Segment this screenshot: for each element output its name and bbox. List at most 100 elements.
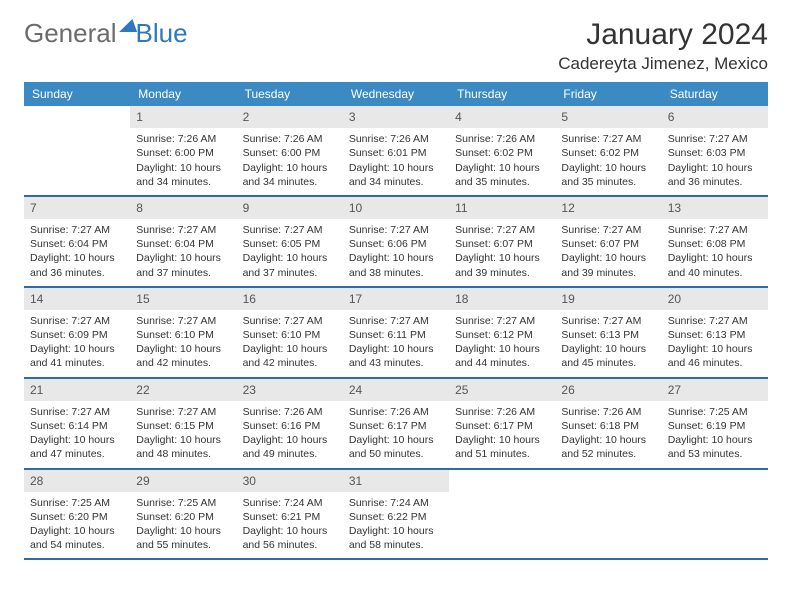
day-cell: 16Sunrise: 7:27 AMSunset: 6:10 PMDayligh… — [237, 288, 343, 377]
day-info-line: Sunset: 6:08 PM — [668, 237, 762, 251]
day-info-line: Sunset: 6:05 PM — [243, 237, 337, 251]
day-info-line: Daylight: 10 hours — [455, 342, 549, 356]
day-number: 28 — [24, 470, 130, 492]
day-info-line: Daylight: 10 hours — [561, 342, 655, 356]
day-number: 18 — [449, 288, 555, 310]
day-info-line: Sunset: 6:04 PM — [30, 237, 124, 251]
day-info-line: Daylight: 10 hours — [561, 161, 655, 175]
day-cell: 3Sunrise: 7:26 AMSunset: 6:01 PMDaylight… — [343, 106, 449, 195]
day-info-line: Daylight: 10 hours — [30, 524, 124, 538]
week-row: 28Sunrise: 7:25 AMSunset: 6:20 PMDayligh… — [24, 470, 768, 561]
day-number: 23 — [237, 379, 343, 401]
day-number: 30 — [237, 470, 343, 492]
day-number: 29 — [130, 470, 236, 492]
day-info-line: and 34 minutes. — [136, 175, 230, 189]
day-cell: 20Sunrise: 7:27 AMSunset: 6:13 PMDayligh… — [662, 288, 768, 377]
day-info-line: Daylight: 10 hours — [668, 251, 762, 265]
day-header-wednesday: Wednesday — [343, 82, 449, 106]
day-cell: 15Sunrise: 7:27 AMSunset: 6:10 PMDayligh… — [130, 288, 236, 377]
day-info-line: Daylight: 10 hours — [136, 161, 230, 175]
day-cell — [555, 470, 661, 559]
day-info-line: Sunset: 6:10 PM — [136, 328, 230, 342]
day-info-line: Daylight: 10 hours — [349, 433, 443, 447]
day-info-line: Sunset: 6:20 PM — [136, 510, 230, 524]
day-info-line: and 37 minutes. — [136, 266, 230, 280]
day-info-line: Sunrise: 7:25 AM — [30, 496, 124, 510]
day-info-line: and 35 minutes. — [455, 175, 549, 189]
day-number: 21 — [24, 379, 130, 401]
day-info-line: Sunset: 6:15 PM — [136, 419, 230, 433]
day-cell: 2Sunrise: 7:26 AMSunset: 6:00 PMDaylight… — [237, 106, 343, 195]
day-info-line: and 34 minutes. — [349, 175, 443, 189]
day-info-line: Daylight: 10 hours — [136, 433, 230, 447]
day-info-line: Sunset: 6:13 PM — [668, 328, 762, 342]
day-info-line: Sunset: 6:16 PM — [243, 419, 337, 433]
calendar: Sunday Monday Tuesday Wednesday Thursday… — [24, 82, 768, 560]
day-info-line: Daylight: 10 hours — [243, 251, 337, 265]
day-number: 16 — [237, 288, 343, 310]
day-cell: 17Sunrise: 7:27 AMSunset: 6:11 PMDayligh… — [343, 288, 449, 377]
day-info-line: Sunrise: 7:27 AM — [136, 314, 230, 328]
day-info-line: Sunrise: 7:26 AM — [136, 132, 230, 146]
day-info-line: Sunrise: 7:27 AM — [30, 405, 124, 419]
day-info-line: Sunset: 6:11 PM — [349, 328, 443, 342]
day-cell: 31Sunrise: 7:24 AMSunset: 6:22 PMDayligh… — [343, 470, 449, 559]
day-info-line: Daylight: 10 hours — [668, 342, 762, 356]
day-info-line: Sunset: 6:06 PM — [349, 237, 443, 251]
day-cell: 26Sunrise: 7:26 AMSunset: 6:18 PMDayligh… — [555, 379, 661, 468]
day-info-line: Daylight: 10 hours — [30, 433, 124, 447]
day-cell: 11Sunrise: 7:27 AMSunset: 6:07 PMDayligh… — [449, 197, 555, 286]
day-number: 7 — [24, 197, 130, 219]
day-info-line: Daylight: 10 hours — [349, 161, 443, 175]
day-info-line: Sunrise: 7:27 AM — [561, 314, 655, 328]
day-number: 10 — [343, 197, 449, 219]
day-info-line: and 48 minutes. — [136, 447, 230, 461]
day-number: 27 — [662, 379, 768, 401]
week-row: 21Sunrise: 7:27 AMSunset: 6:14 PMDayligh… — [24, 379, 768, 470]
day-info-line: Sunrise: 7:26 AM — [561, 405, 655, 419]
day-info-line: and 39 minutes. — [561, 266, 655, 280]
day-info-line: Daylight: 10 hours — [455, 433, 549, 447]
day-header-sunday: Sunday — [24, 82, 130, 106]
day-info-line: Sunrise: 7:27 AM — [561, 223, 655, 237]
day-number: 8 — [130, 197, 236, 219]
day-cell: 18Sunrise: 7:27 AMSunset: 6:12 PMDayligh… — [449, 288, 555, 377]
day-info-line: and 38 minutes. — [349, 266, 443, 280]
day-info-line: and 37 minutes. — [243, 266, 337, 280]
day-info-line: Sunset: 6:07 PM — [561, 237, 655, 251]
day-cell: 1Sunrise: 7:26 AMSunset: 6:00 PMDaylight… — [130, 106, 236, 195]
day-cell: 27Sunrise: 7:25 AMSunset: 6:19 PMDayligh… — [662, 379, 768, 468]
header: General Blue January 2024 Cadereyta Jime… — [24, 18, 768, 74]
day-info-line: and 51 minutes. — [455, 447, 549, 461]
day-number: 19 — [555, 288, 661, 310]
day-info-line: Daylight: 10 hours — [136, 524, 230, 538]
day-info-line: Sunrise: 7:24 AM — [349, 496, 443, 510]
day-header-tuesday: Tuesday — [237, 82, 343, 106]
day-info-line: Sunrise: 7:24 AM — [243, 496, 337, 510]
day-info-line: Sunset: 6:02 PM — [455, 146, 549, 160]
day-number: 2 — [237, 106, 343, 128]
day-cell: 23Sunrise: 7:26 AMSunset: 6:16 PMDayligh… — [237, 379, 343, 468]
day-info-line: Sunrise: 7:27 AM — [455, 314, 549, 328]
day-cell — [24, 106, 130, 195]
week-row: 1Sunrise: 7:26 AMSunset: 6:00 PMDaylight… — [24, 106, 768, 197]
day-info-line: Sunset: 6:18 PM — [561, 419, 655, 433]
day-info-line: Daylight: 10 hours — [561, 251, 655, 265]
day-info-line: Daylight: 10 hours — [349, 251, 443, 265]
day-info-line: Sunrise: 7:27 AM — [243, 223, 337, 237]
day-cell — [449, 470, 555, 559]
day-header-thursday: Thursday — [449, 82, 555, 106]
day-info-line: and 42 minutes. — [243, 356, 337, 370]
day-info-line: Sunrise: 7:27 AM — [136, 405, 230, 419]
logo-word-2: Blue — [136, 18, 188, 49]
day-info-line: Sunrise: 7:26 AM — [243, 132, 337, 146]
day-info-line: Daylight: 10 hours — [561, 433, 655, 447]
day-number: 15 — [130, 288, 236, 310]
day-info-line: Sunset: 6:03 PM — [668, 146, 762, 160]
day-info-line: and 34 minutes. — [243, 175, 337, 189]
day-info-line: Sunset: 6:14 PM — [30, 419, 124, 433]
day-info-line: Sunrise: 7:26 AM — [455, 132, 549, 146]
day-info-line: and 54 minutes. — [30, 538, 124, 552]
day-info-line: Sunset: 6:17 PM — [349, 419, 443, 433]
day-info-line: and 41 minutes. — [30, 356, 124, 370]
